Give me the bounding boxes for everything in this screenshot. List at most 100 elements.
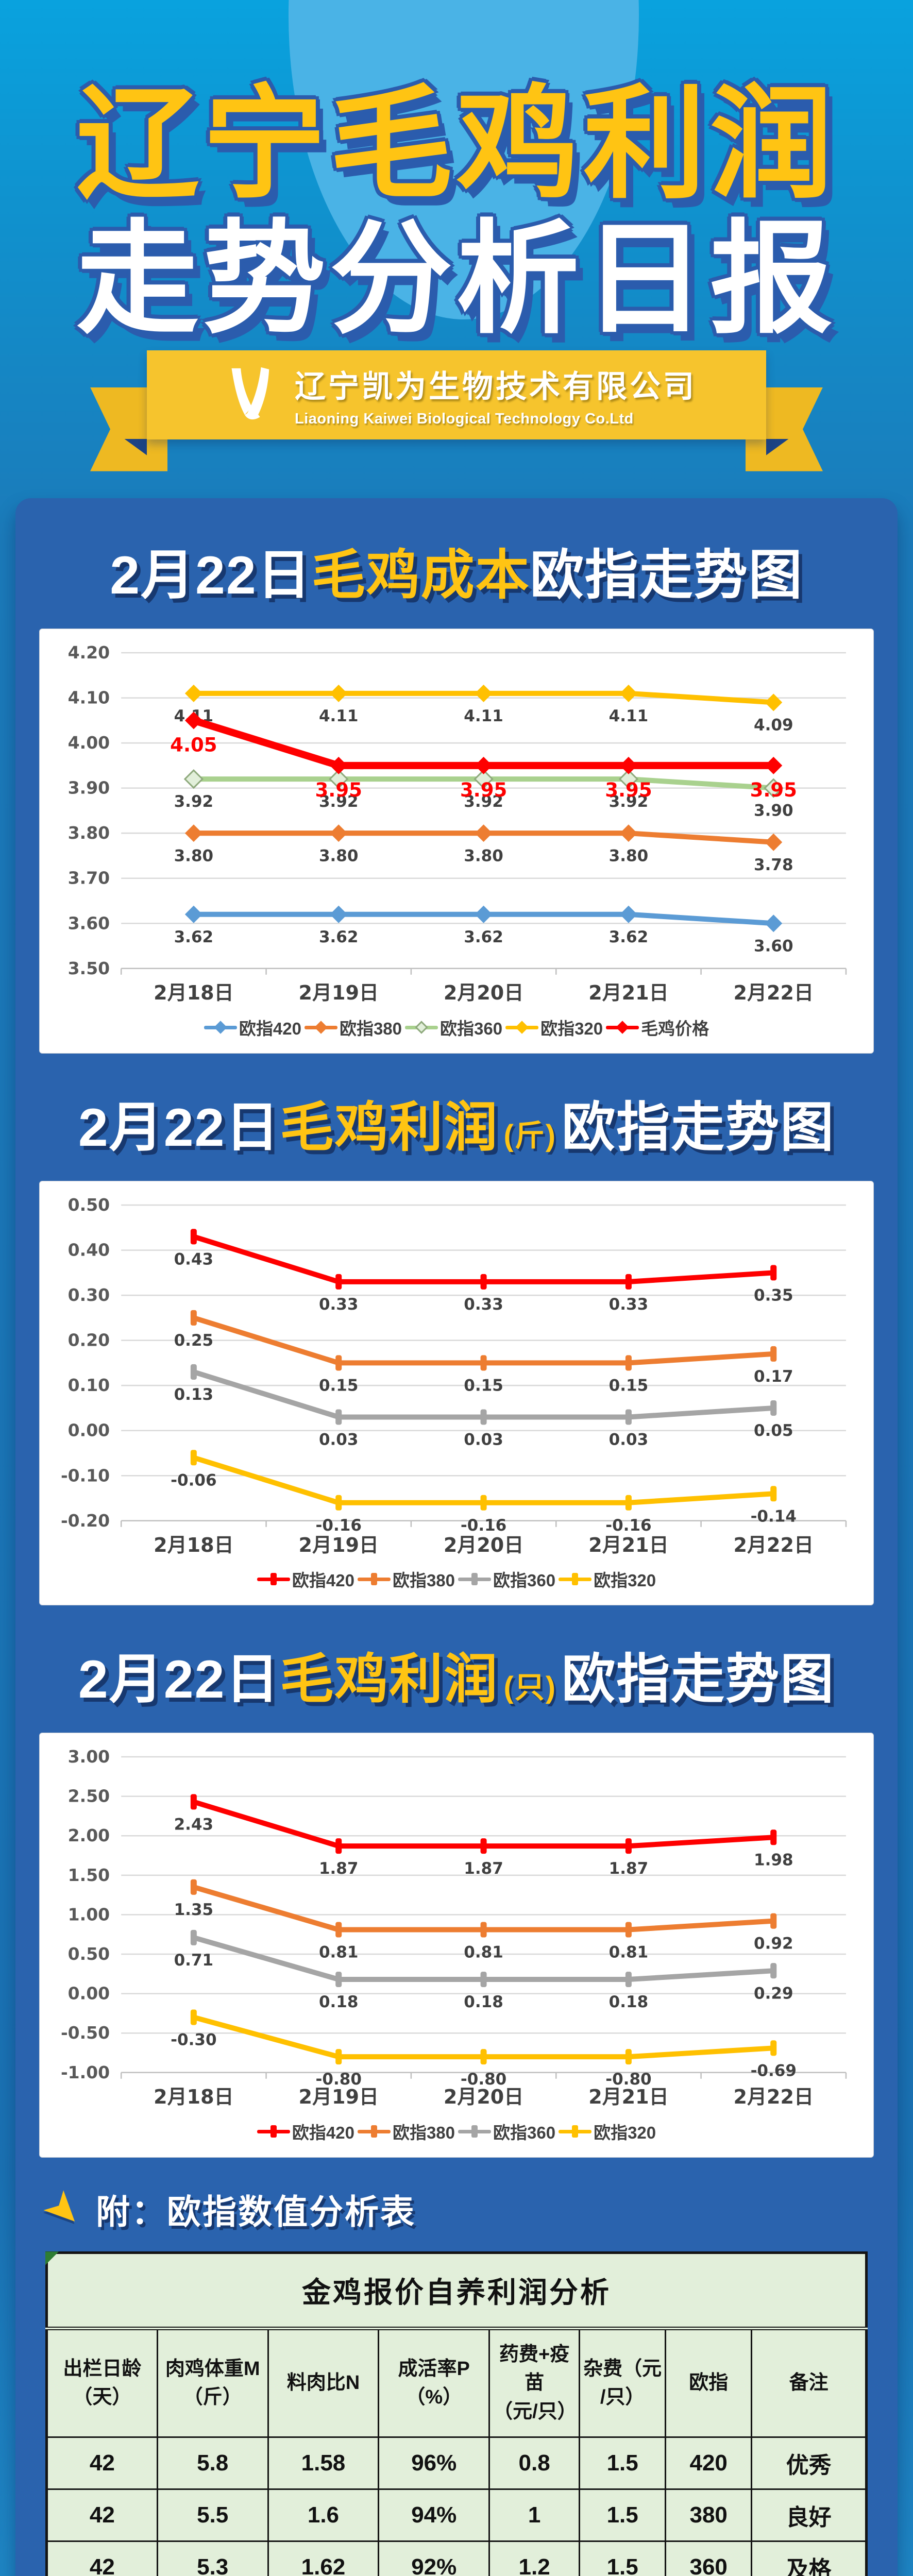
legend-label: 欧指320 [540, 1019, 603, 1038]
data-point [770, 1913, 777, 1929]
legend-label: 欧指320 [594, 2123, 656, 2143]
svg-text:1.87: 1.87 [464, 1860, 503, 1878]
main-title-line2: 走势分析日报 [76, 211, 837, 348]
svg-text:0.15: 0.15 [319, 1376, 359, 1395]
table-cell: 380 [665, 2488, 753, 2542]
data-point [190, 1794, 197, 1810]
svg-text:3.95: 3.95 [605, 779, 652, 801]
data-point [335, 1838, 342, 1854]
svg-text:4.09: 4.09 [754, 716, 793, 734]
svg-text:3.60: 3.60 [68, 913, 110, 933]
svg-text:0.05: 0.05 [754, 1421, 793, 1440]
legend-item-欧指420: 欧指420 [257, 2119, 354, 2144]
table-header: 料肉比N [267, 2328, 380, 2438]
legend-item-欧指380: 欧指380 [304, 1015, 402, 1040]
data-point [770, 1485, 777, 1501]
svg-text:0.03: 0.03 [464, 1430, 503, 1449]
data-point [770, 1829, 777, 1845]
svg-text:-0.80: -0.80 [605, 2071, 651, 2089]
section2-date: 2月22日 [78, 1097, 280, 1158]
svg-text:2.50: 2.50 [68, 1786, 110, 1806]
data-point [480, 1922, 487, 1938]
data-point [765, 914, 783, 932]
data-point [764, 778, 784, 798]
svg-text:3.80: 3.80 [464, 846, 503, 865]
table-row: 42 5.3 1.62 92% 1.2 1.5 360 及格 [46, 2540, 867, 2576]
svg-text:4.11: 4.11 [609, 706, 649, 725]
section2-unit: (斤) [503, 1118, 557, 1153]
svg-text:2月21日: 2月21日 [588, 2086, 668, 2108]
section-title-profit-bird: 2月22日毛鸡利润 (只)欧指走势图 [15, 1609, 898, 1727]
section2-suffix: 欧指走势图 [562, 1097, 835, 1158]
table-header: 杂费（元 /只） [579, 2328, 667, 2438]
analysis-table-wrap: 金鸡报价自养利润分析 出栏日龄 （天） 肉鸡体重M （斤） 料肉比N 成活率P （%）药… [45, 2251, 868, 2576]
svg-text:3.90: 3.90 [754, 801, 793, 820]
svg-text:3.92: 3.92 [609, 792, 649, 811]
profit-bird-chart: 3.00 2.50 2.00 1.50 1.00 0.50 0.00 -0.50 -1.00 2月… [44, 1741, 869, 2116]
data-point [480, 1972, 487, 1988]
legend-item-欧指320: 欧指320 [559, 2119, 656, 2144]
data-point [625, 1922, 632, 1938]
svg-text:-0.20: -0.20 [61, 1510, 110, 1530]
data-point [625, 1354, 632, 1370]
data-point [625, 2049, 632, 2065]
svg-text:0.71: 0.71 [174, 1951, 214, 1970]
svg-text:2月19日: 2月19日 [298, 1533, 378, 1556]
data-point [335, 1972, 342, 1988]
data-point [184, 684, 202, 702]
svg-text:3.92: 3.92 [319, 792, 359, 811]
legend-item-欧指380: 欧指380 [357, 1567, 455, 1591]
data-point [619, 905, 637, 923]
table-cell: 良好 [751, 2488, 867, 2542]
legend-marker-icon [559, 2124, 592, 2139]
table-cell: 1.58 [267, 2436, 380, 2490]
legend-label: 欧指380 [392, 1571, 455, 1590]
chart-svg: 0.50 0.40 0.30 0.20 0.10 0.00 -0.10 -0.20 2月18日 2… [61, 1195, 847, 1556]
legend-item-欧指320: 欧指320 [505, 1015, 603, 1040]
legend-item-毛鸡价格: 毛鸡价格 [606, 1015, 709, 1040]
content-panel: 2月22日毛鸡成本欧指走势图 4.20 4.10 4.00 3.90 3.80 3.70 3… [15, 498, 898, 2576]
svg-text:0.25: 0.25 [174, 1331, 214, 1349]
section3-date: 2月22日 [78, 1650, 280, 1710]
data-point [474, 769, 494, 789]
svg-text:3.62: 3.62 [609, 927, 649, 946]
company-block: 辽宁凯为生物技术有限公司 Liaoning Kaiwei Biological … [295, 362, 697, 428]
table-cell: 360 [665, 2540, 753, 2576]
svg-text:0.50: 0.50 [68, 1195, 110, 1215]
company-logo-icon [231, 367, 269, 420]
svg-text:0.43: 0.43 [174, 1250, 214, 1268]
legend-marker-icon [257, 1571, 290, 1587]
legend-item-欧指380: 欧指380 [357, 2119, 455, 2144]
table-header: 出栏日龄 （天） [46, 2328, 158, 2438]
svg-text:-0.16: -0.16 [605, 1516, 651, 1534]
cost-chart-legend: 欧指420 欧指380 欧指360 欧指320 毛鸡价格 [44, 1012, 869, 1048]
data-point [184, 711, 202, 729]
svg-text:3.60: 3.60 [754, 937, 793, 955]
svg-text:3.78: 3.78 [754, 855, 793, 874]
table-cell: 5.8 [156, 2436, 269, 2490]
cost-chart: 4.20 4.10 4.00 3.90 3.80 3.70 3.60 3.50 2月18日 2月1… [44, 637, 869, 1012]
svg-text:3.00: 3.00 [68, 1747, 110, 1767]
svg-text:1.35: 1.35 [174, 1901, 214, 1919]
data-point [475, 756, 493, 774]
data-point [770, 2040, 777, 2056]
chart-card-cost: 4.20 4.10 4.00 3.90 3.80 3.70 3.60 3.50 2月18日 2月1… [39, 628, 874, 1054]
svg-text:2月22日: 2月22日 [734, 981, 814, 1004]
table-cell: 1 [488, 2488, 581, 2542]
svg-text:0.18: 0.18 [464, 1993, 503, 2012]
svg-text:2月18日: 2月18日 [154, 1533, 233, 1556]
legend-label: 欧指360 [493, 2123, 556, 2143]
table-row: 42 5.5 1.6 94% 1 1.5 380 良好 [46, 2488, 867, 2542]
data-point [625, 1972, 632, 1988]
data-point [770, 1400, 777, 1416]
svg-text:0.03: 0.03 [609, 1430, 649, 1449]
svg-text:-0.14: -0.14 [751, 1507, 797, 1526]
data-point [625, 1495, 632, 1511]
data-point [329, 769, 349, 789]
legend-marker-icon [606, 1020, 639, 1035]
data-point [184, 824, 202, 842]
svg-text:3.95: 3.95 [315, 779, 362, 801]
svg-text:3.92: 3.92 [464, 792, 503, 811]
data-point [330, 756, 348, 774]
data-point [190, 1228, 197, 1244]
